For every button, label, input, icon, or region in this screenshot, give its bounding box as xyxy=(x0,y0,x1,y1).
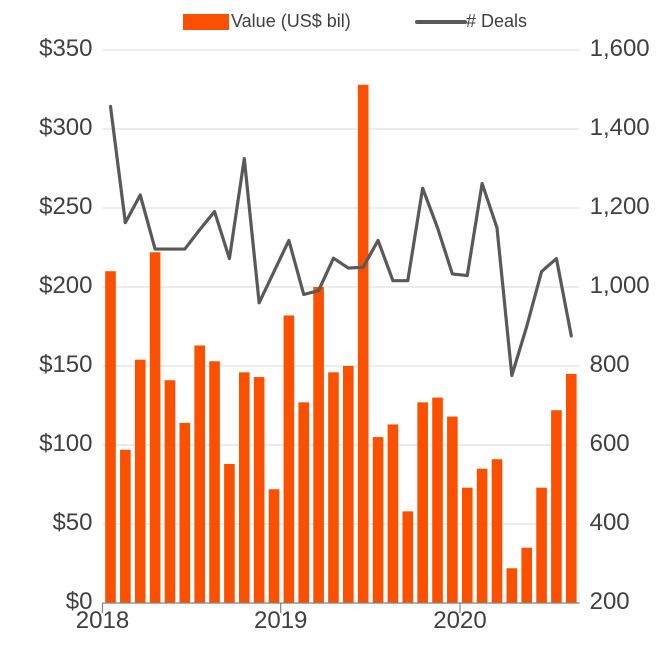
svg-text:400: 400 xyxy=(590,509,630,536)
svg-text:$300: $300 xyxy=(39,114,92,141)
svg-text:Value (US$ bil): Value (US$ bil) xyxy=(231,11,351,31)
svg-text:600: 600 xyxy=(590,430,630,457)
svg-text:$100: $100 xyxy=(39,430,92,457)
svg-text:2019: 2019 xyxy=(254,607,307,634)
svg-text:# Deals: # Deals xyxy=(466,11,527,31)
svg-text:$350: $350 xyxy=(39,35,92,62)
svg-text:1,400: 1,400 xyxy=(590,114,650,141)
svg-text:2018: 2018 xyxy=(76,607,129,634)
svg-text:1,000: 1,000 xyxy=(590,272,650,299)
svg-text:200: 200 xyxy=(590,588,630,615)
svg-text:$50: $50 xyxy=(52,509,92,536)
svg-text:$250: $250 xyxy=(39,193,92,220)
svg-text:1,200: 1,200 xyxy=(590,193,650,220)
svg-text:2020: 2020 xyxy=(433,607,486,634)
svg-text:1,600: 1,600 xyxy=(590,35,650,62)
svg-text:$200: $200 xyxy=(39,272,92,299)
svg-text:800: 800 xyxy=(590,351,630,378)
svg-text:$150: $150 xyxy=(39,351,92,378)
